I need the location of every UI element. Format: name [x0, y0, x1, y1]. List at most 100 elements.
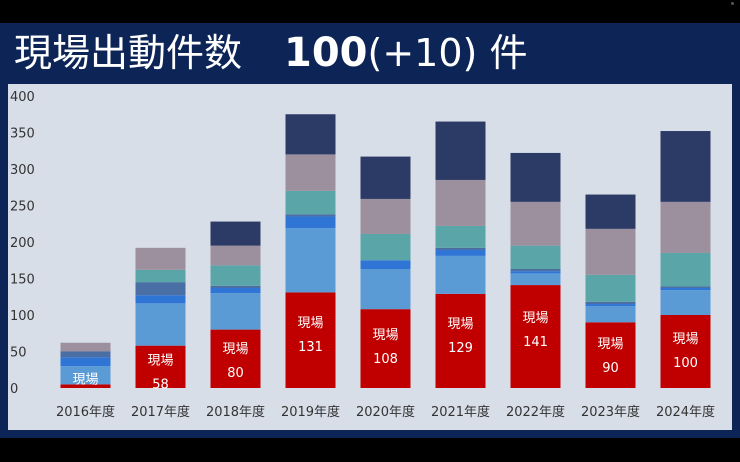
bar-segment [360, 260, 411, 270]
bar-segment [135, 345, 186, 388]
bar-segment [60, 384, 111, 388]
bar-segment [210, 221, 261, 246]
bar-value-label: 131 [298, 340, 323, 355]
bar-segment [285, 154, 336, 191]
bar-segment [585, 304, 636, 307]
bar-segment [360, 309, 411, 388]
bar-segment [135, 295, 186, 304]
bar-segment [135, 303, 186, 346]
page-title: 現場出動件数 100(+10) 件 [14, 30, 527, 76]
title-delta: (+10) [367, 31, 478, 75]
bar-value-label: 58 [152, 377, 169, 392]
bar-segment [210, 329, 261, 388]
y-tick-label: 50 [10, 346, 27, 361]
bar-value-label: 90 [602, 361, 619, 376]
bar-segment [360, 233, 411, 261]
bar-value-label: 80 [227, 366, 244, 381]
bar-segment [660, 315, 711, 388]
bar-segment [510, 152, 561, 202]
bar-segment [435, 293, 486, 388]
bar-segment [435, 250, 486, 256]
bar-site-label: 現場 [522, 311, 548, 326]
bar-segment [510, 273, 561, 286]
x-tick-label: 2022年度 [506, 404, 565, 420]
bar-segment [660, 131, 711, 202]
bar-value-label: 108 [373, 352, 398, 367]
x-tick-label: 2024年度 [656, 404, 715, 420]
bar-segment [585, 322, 636, 388]
bar-segment [360, 198, 411, 234]
bar-segment [435, 255, 486, 294]
bar-segment [60, 342, 111, 352]
chart-area: 0 50 100 150 200 250 300 350 400 現場 2016年度 現場 58 2017… [8, 84, 732, 430]
x-tick-label: 2017年度 [131, 404, 190, 420]
y-tick-label: 200 [10, 236, 35, 251]
bar-segment [660, 290, 711, 315]
bar-segment [60, 351, 111, 358]
x-tick-label: 2016年度 [56, 404, 115, 420]
bar-segment [510, 201, 561, 246]
bar-segment [510, 271, 561, 274]
corner-dot [731, 2, 734, 5]
x-tick-label: 2019年度 [281, 404, 340, 420]
bar-site-label: 現場 [372, 328, 398, 343]
bar-segment [585, 194, 636, 229]
bottom-bar [0, 430, 740, 438]
bar-segment [660, 252, 711, 287]
bar-segment [285, 228, 336, 293]
bar-chart: 050100150200250300350400現場2016年度現場582017… [10, 90, 715, 420]
bar-segment [585, 306, 636, 323]
x-tick-label: 2020年度 [356, 404, 415, 420]
x-tick-label: 2021年度 [431, 404, 490, 420]
x-tick-label: 2018年度 [206, 404, 265, 420]
bar-segment [210, 265, 261, 286]
title-total: 100 [284, 30, 368, 76]
bar-segment [585, 301, 636, 305]
bar-site-label: 現場 [297, 316, 323, 331]
bar-segment [210, 245, 261, 266]
bar-segment [285, 190, 336, 215]
bar-value-label: 100 [673, 356, 698, 371]
bar-segment [510, 245, 561, 270]
bar-segment [285, 216, 336, 229]
bar-segment [360, 269, 411, 310]
bar-site-label: 現場 [222, 342, 248, 357]
bar-segment [60, 357, 111, 367]
bar-site-label: 現場 [72, 373, 98, 388]
bar-value-label: 129 [448, 341, 473, 356]
x-tick-label: 2023年度 [581, 404, 640, 420]
bar-segment [360, 156, 411, 199]
bar-site-label: 現場 [447, 317, 473, 332]
y-tick-label: 150 [10, 273, 35, 288]
y-tick-label: 100 [10, 309, 35, 324]
bar-segment [435, 121, 486, 180]
y-tick-label: 250 [10, 200, 35, 215]
bar-segment [660, 287, 711, 291]
bar-site-label: 現場 [147, 353, 173, 368]
bar-segment [510, 269, 561, 272]
y-tick-label: 0 [10, 382, 18, 397]
bar-segment [210, 287, 261, 294]
bar-segment [60, 366, 111, 385]
bar-site-label: 現場 [672, 332, 698, 347]
bar-segment [585, 228, 636, 275]
bar-segment [210, 285, 261, 288]
y-tick-label: 300 [10, 163, 35, 178]
y-tick-label: 400 [10, 90, 35, 105]
bar-segment [585, 274, 636, 302]
title-bar [0, 23, 740, 83]
bar-segment [285, 214, 336, 217]
bar-segment [285, 292, 336, 388]
title-main: 現場出動件数 [14, 31, 243, 75]
bar-segment [210, 293, 261, 330]
bar-segment [435, 247, 486, 251]
bar-segment [660, 286, 711, 288]
bar-segment [285, 114, 336, 155]
bar-segment [135, 247, 186, 270]
bar-segment [435, 225, 486, 248]
bar-value-label: 141 [523, 335, 548, 350]
y-tick-label: 350 [10, 127, 35, 142]
bar-segment [435, 179, 486, 226]
bar-segment [135, 269, 186, 283]
bar-segment [135, 282, 186, 296]
